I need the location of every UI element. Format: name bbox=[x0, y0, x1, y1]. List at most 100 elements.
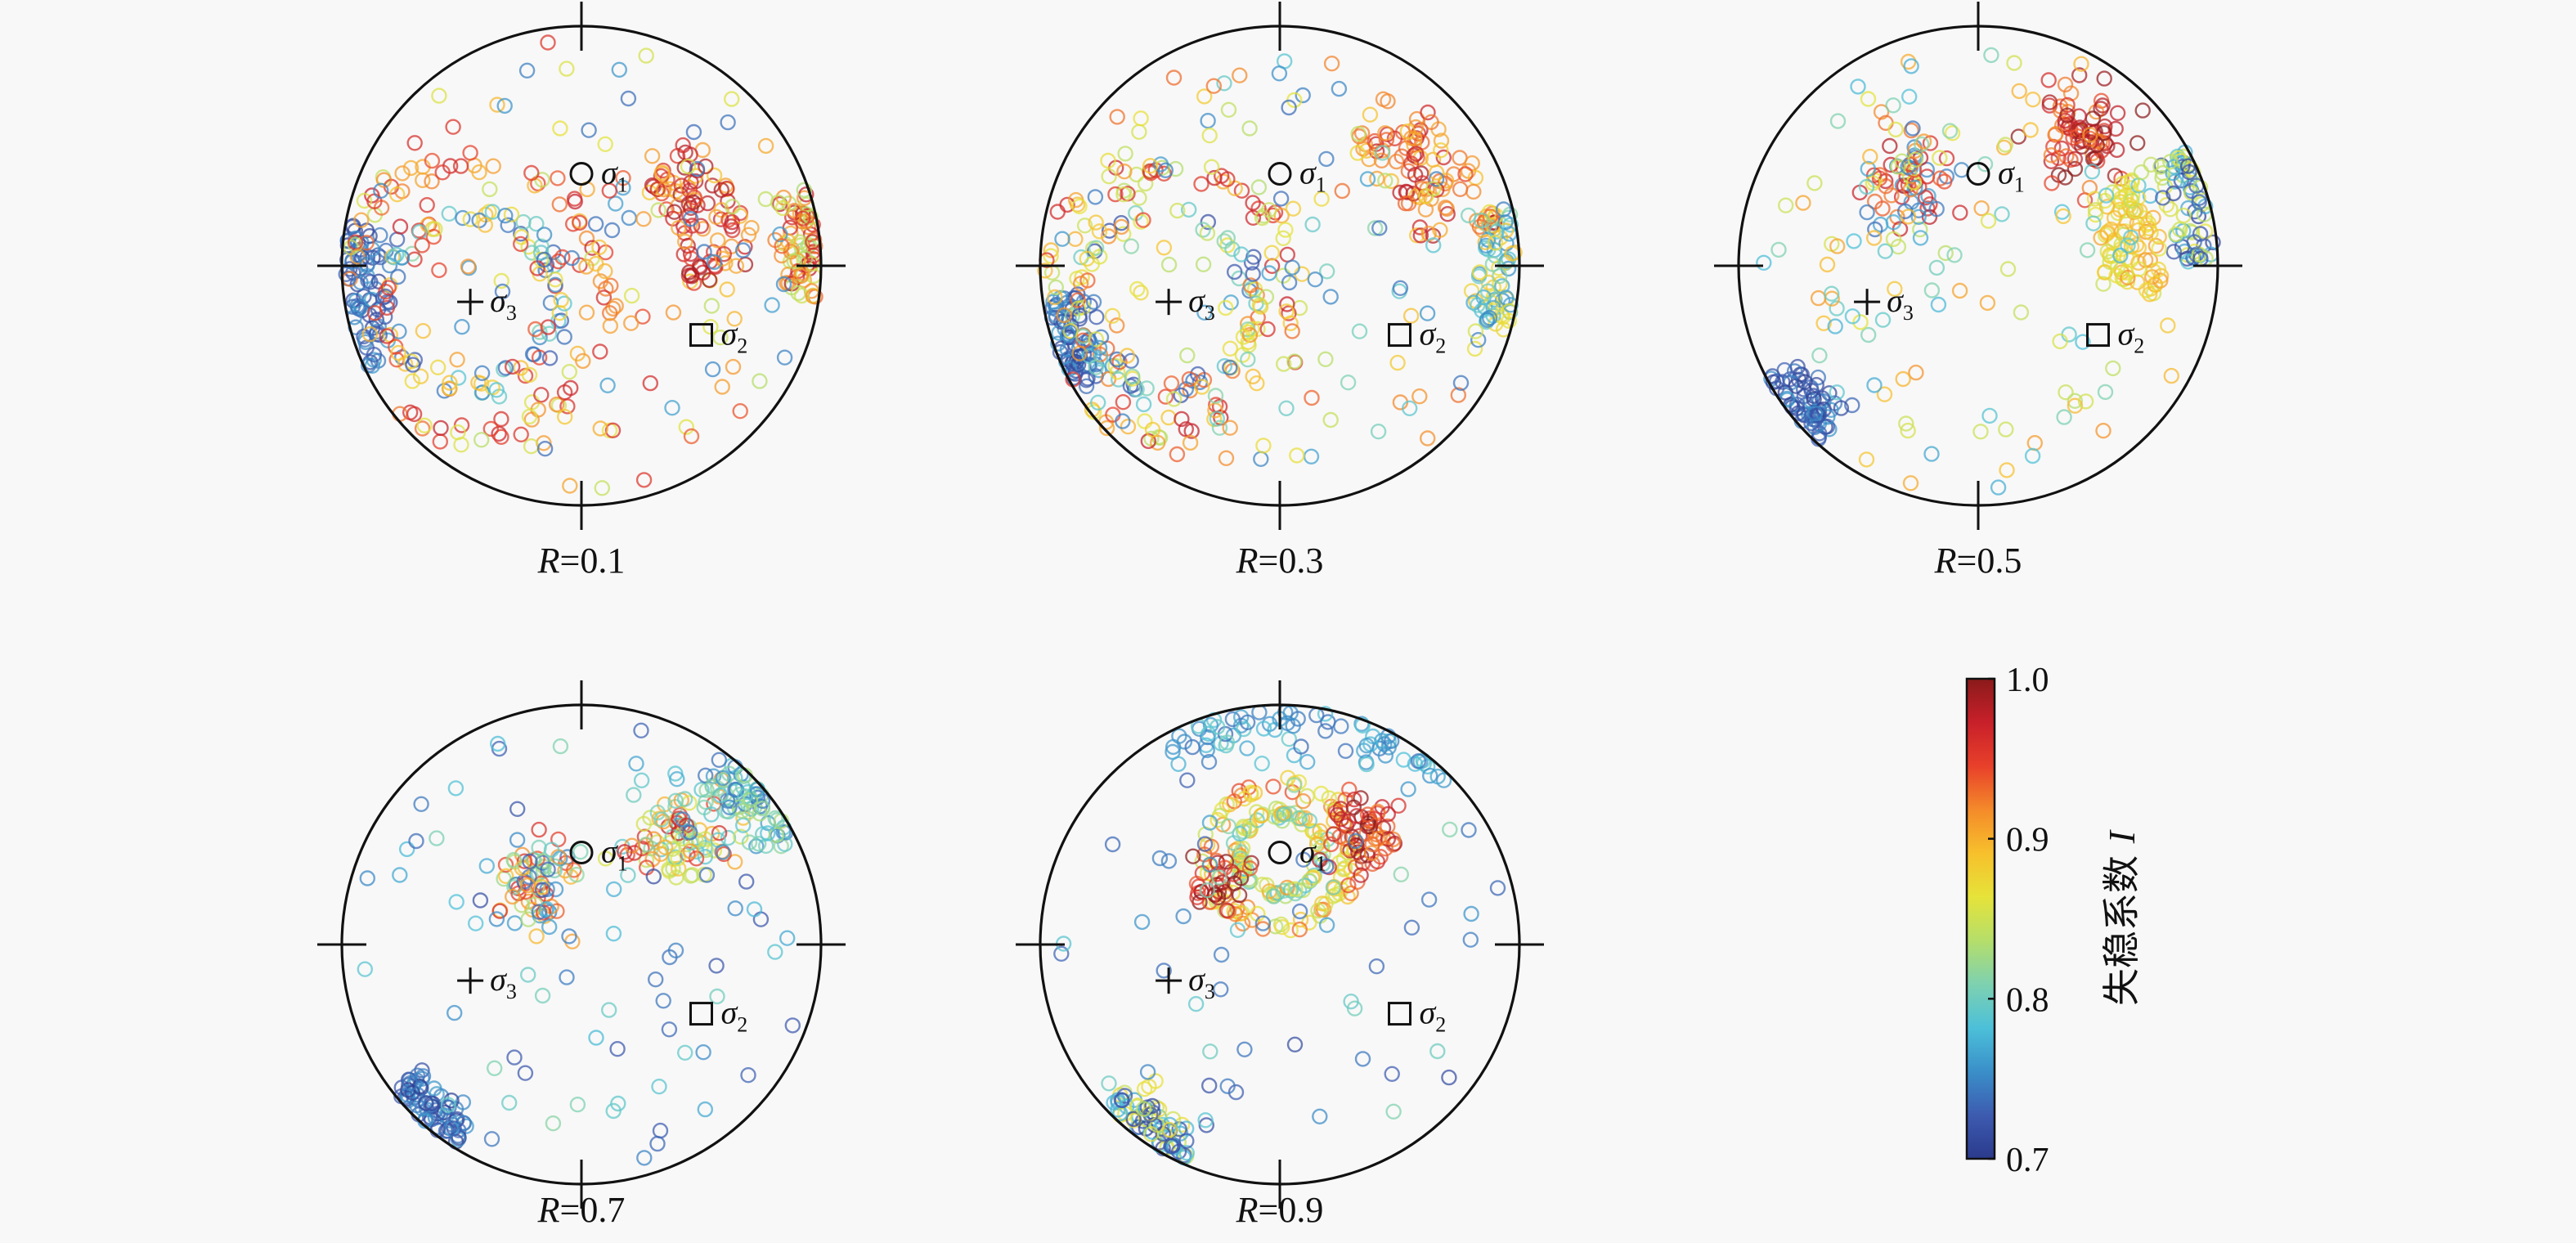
data-point bbox=[604, 222, 621, 239]
data-point bbox=[1281, 805, 1299, 822]
data-point bbox=[2186, 234, 2202, 250]
data-point bbox=[1419, 305, 1436, 321]
data-point bbox=[1133, 285, 1149, 301]
data-point bbox=[1071, 345, 1088, 361]
data-point bbox=[1862, 148, 1878, 165]
data-point bbox=[592, 420, 608, 437]
data-point bbox=[1340, 877, 1357, 894]
data-point bbox=[1392, 280, 1409, 296]
data-point bbox=[402, 159, 420, 177]
data-point bbox=[1410, 753, 1427, 770]
data-point bbox=[767, 944, 783, 960]
data-point bbox=[644, 148, 661, 164]
data-point bbox=[1289, 447, 1305, 464]
data-point bbox=[2151, 228, 2167, 245]
data-point bbox=[709, 232, 726, 249]
colorbar-bar bbox=[1965, 677, 1996, 1160]
data-point bbox=[531, 821, 547, 838]
data-point bbox=[2138, 282, 2155, 298]
data-point bbox=[1420, 891, 1438, 908]
data-point bbox=[1123, 238, 1140, 254]
data-point bbox=[752, 373, 768, 389]
data-point bbox=[541, 918, 558, 936]
data-point bbox=[635, 308, 651, 325]
data-point bbox=[1213, 735, 1229, 752]
data-point bbox=[695, 1043, 711, 1061]
data-point bbox=[1304, 389, 1320, 406]
data-point bbox=[626, 845, 643, 861]
data-point bbox=[562, 478, 578, 494]
data-point bbox=[425, 228, 442, 245]
data-point bbox=[2058, 384, 2074, 401]
data-point bbox=[1165, 70, 1183, 86]
data-point bbox=[1259, 321, 1276, 338]
data-point bbox=[1211, 398, 1228, 415]
data-point bbox=[1136, 1080, 1153, 1097]
data-point bbox=[768, 827, 785, 843]
data-point bbox=[1137, 413, 1153, 429]
data-point bbox=[698, 158, 714, 175]
data-point bbox=[1199, 742, 1215, 759]
data-point bbox=[1184, 738, 1200, 756]
data-point bbox=[1318, 917, 1335, 933]
data-point bbox=[532, 329, 548, 346]
data-point bbox=[1088, 359, 1104, 375]
data-point bbox=[1079, 250, 1095, 267]
data-point bbox=[1047, 289, 1063, 306]
data-point bbox=[1232, 67, 1248, 83]
data-point bbox=[2044, 175, 2060, 191]
data-point bbox=[1084, 256, 1101, 272]
data-point bbox=[1493, 307, 1510, 323]
data-point bbox=[1101, 168, 1117, 185]
data-point bbox=[442, 375, 458, 391]
data-point bbox=[1385, 837, 1402, 853]
data-point bbox=[1252, 298, 1269, 315]
data-point bbox=[1241, 120, 1258, 137]
data-point bbox=[1120, 418, 1137, 435]
data-point bbox=[697, 1101, 714, 1118]
data-point bbox=[802, 209, 819, 226]
data-point bbox=[2134, 102, 2151, 119]
data-point bbox=[682, 210, 699, 227]
data-point bbox=[676, 233, 693, 250]
data-point bbox=[1220, 101, 1237, 119]
data-point bbox=[1115, 413, 1131, 429]
data-point bbox=[1819, 256, 1836, 273]
data-point bbox=[1903, 122, 1920, 139]
data-point bbox=[483, 1131, 500, 1147]
stereonet-panel-r09: σ1 σ2 σ3 R=0.9 bbox=[1016, 680, 1544, 1230]
data-point bbox=[1234, 347, 1251, 363]
data-point bbox=[1285, 200, 1302, 217]
data-point bbox=[1333, 810, 1349, 828]
data-point bbox=[1160, 853, 1178, 869]
data-point bbox=[380, 280, 397, 296]
data-point bbox=[2145, 209, 2161, 227]
data-point bbox=[429, 830, 445, 846]
data-point bbox=[357, 334, 374, 351]
data-point bbox=[668, 869, 684, 886]
data-point bbox=[1319, 263, 1335, 280]
data-point bbox=[1101, 1075, 1117, 1092]
data-point bbox=[518, 62, 536, 79]
data-point bbox=[1374, 733, 1390, 749]
data-point bbox=[1241, 860, 1259, 877]
data-point bbox=[1104, 836, 1121, 853]
data-point bbox=[1428, 164, 1445, 181]
data-point bbox=[1109, 364, 1126, 380]
data-point bbox=[2082, 127, 2098, 143]
data-point bbox=[1197, 1112, 1214, 1129]
data-point bbox=[361, 357, 377, 374]
data-point bbox=[1211, 869, 1227, 886]
stereonet-panel-r01: σ1 σ2 σ3 R=0.1 bbox=[317, 2, 846, 581]
data-point bbox=[1390, 797, 1407, 814]
data-point bbox=[550, 170, 566, 186]
data-point bbox=[1999, 261, 2017, 277]
data-point bbox=[1858, 178, 1875, 195]
data-point bbox=[2067, 160, 2084, 177]
data-point bbox=[392, 867, 408, 883]
data-point bbox=[493, 272, 509, 289]
data-point bbox=[1295, 792, 1312, 810]
data-point bbox=[1129, 280, 1146, 298]
data-point bbox=[1233, 182, 1250, 199]
data-point bbox=[427, 221, 443, 237]
